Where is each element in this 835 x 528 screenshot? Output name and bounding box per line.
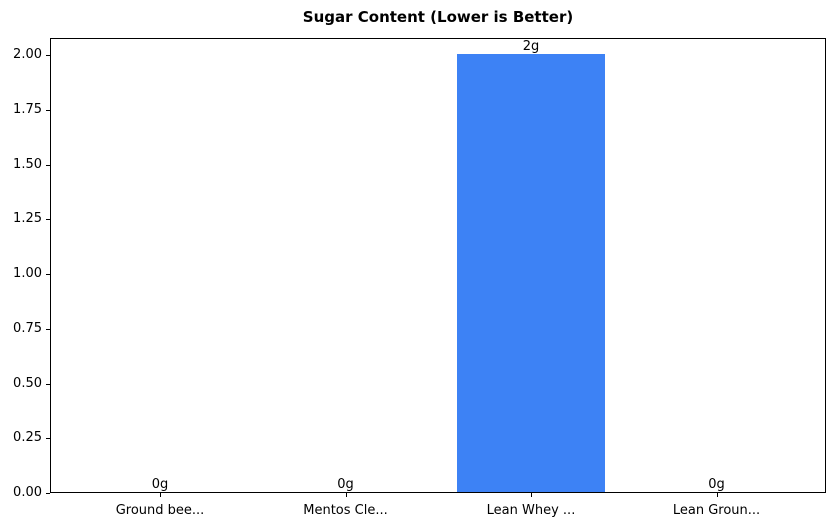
bar <box>457 54 605 492</box>
y-axis-tick-label: 1.75 <box>13 101 42 117</box>
x-axis-tick-label: Ground bee... <box>115 503 205 518</box>
y-axis-tick-mark <box>46 438 50 440</box>
y-axis-tick-label: 0.75 <box>13 320 42 336</box>
x-axis-tick-mark <box>345 493 347 497</box>
y-axis-tick-mark <box>46 383 50 385</box>
x-axis-tick-mark <box>531 493 532 497</box>
bar-value-label: 0g <box>708 477 725 492</box>
x-axis-tick-mark <box>716 493 718 497</box>
y-axis-tick-mark <box>46 328 50 330</box>
y-axis-tick-label: 1.25 <box>13 211 42 227</box>
y-axis-tick-mark <box>46 164 50 166</box>
y-axis-tick-mark <box>46 274 50 276</box>
plot-area <box>50 38 826 493</box>
chart-title: Sugar Content (Lower is Better) <box>302 8 574 26</box>
y-axis-tick-label: 0.00 <box>13 485 42 500</box>
y-axis-tick-label: 2.00 <box>13 47 42 63</box>
y-axis-tick-mark <box>46 109 50 111</box>
bar-value-label: 0g <box>337 477 354 492</box>
y-axis-tick-label: 1.00 <box>13 266 42 282</box>
y-axis-tick-mark <box>46 55 50 57</box>
x-axis-tick-label: Lean Whey ... <box>486 503 576 518</box>
x-axis-tick-label: Mentos Cle... <box>303 503 388 518</box>
x-axis-tick-mark <box>160 493 161 497</box>
y-axis-tick-label: 0.25 <box>13 430 42 446</box>
bar-value-label: 2g <box>522 39 540 55</box>
bar-value-label: 0g <box>151 477 169 492</box>
y-axis-tick-mark <box>46 219 50 221</box>
x-axis-tick-label: Lean Groun... <box>672 503 761 518</box>
y-axis-tick-label: 0.50 <box>13 375 42 391</box>
y-axis-tick-mark <box>46 493 50 494</box>
y-axis-tick-label: 1.50 <box>13 156 42 172</box>
